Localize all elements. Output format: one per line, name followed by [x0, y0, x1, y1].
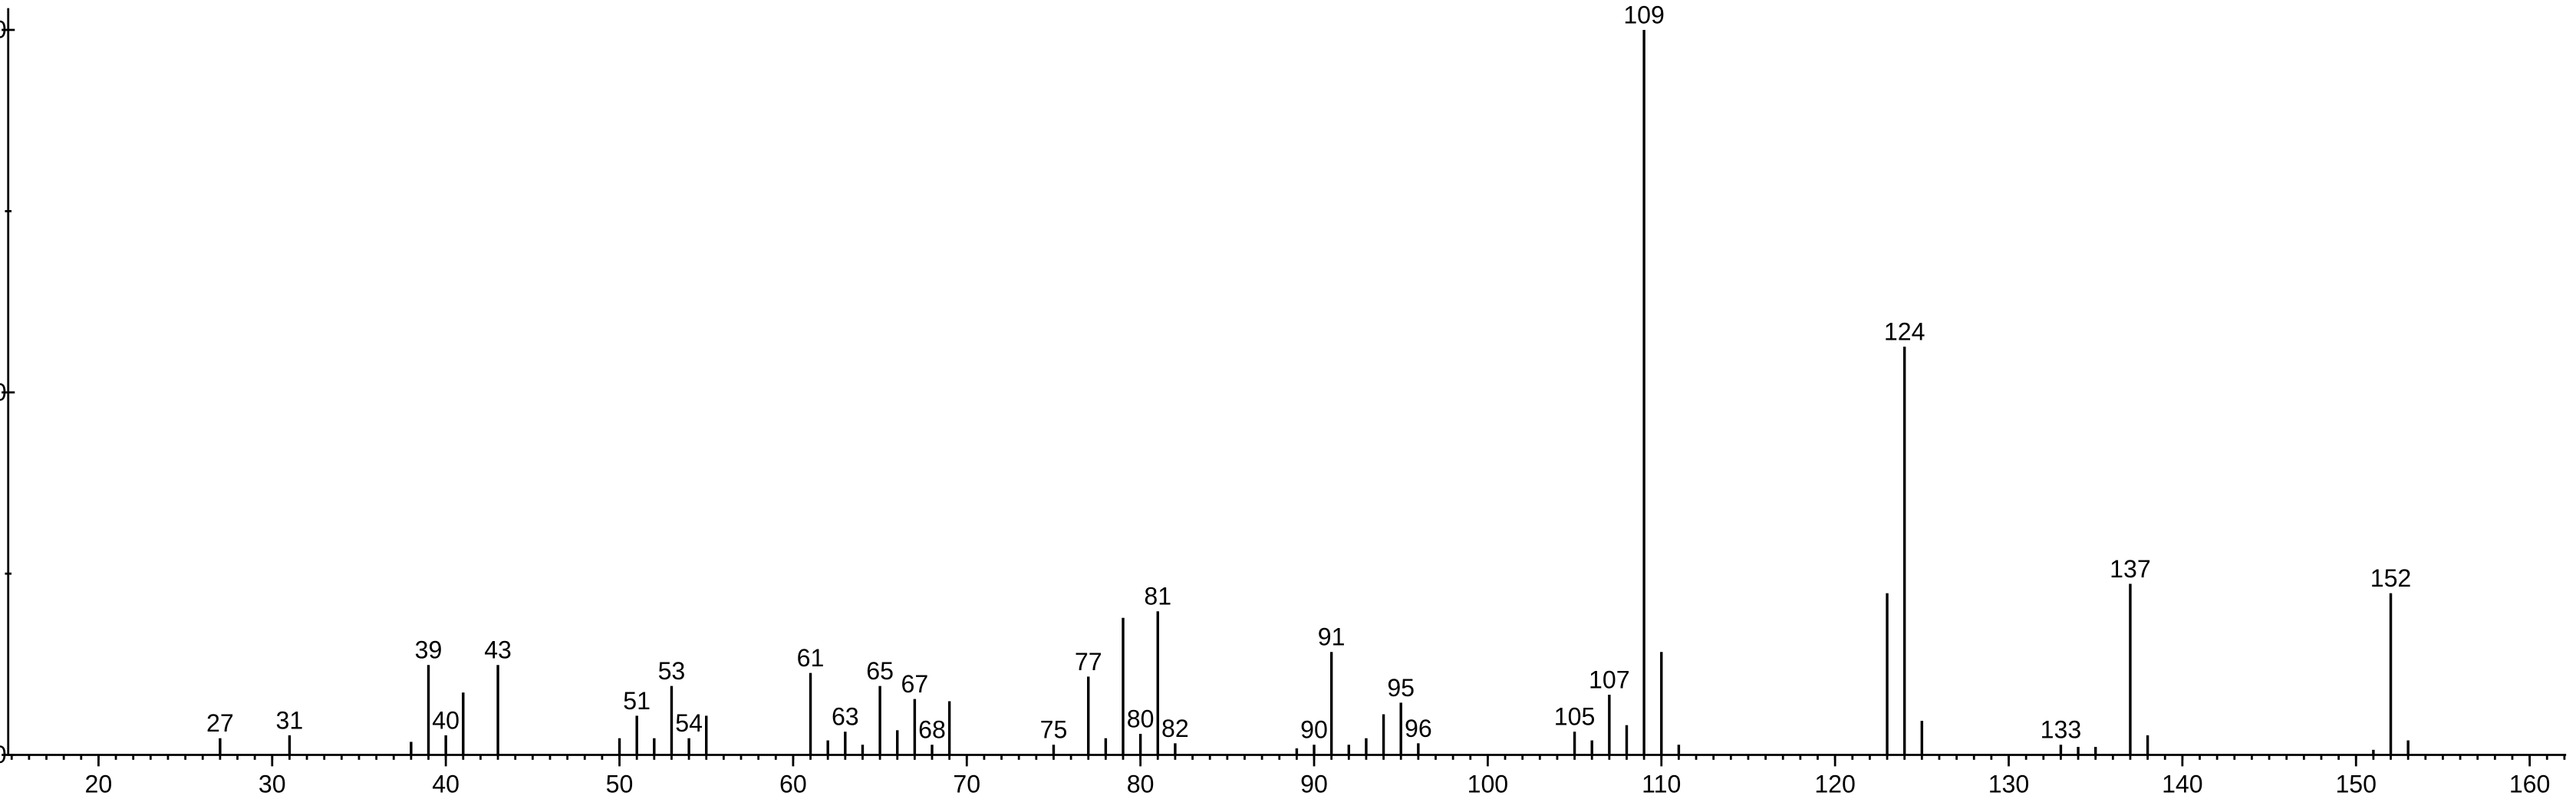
peak-label: 109 [1623, 2, 1665, 29]
peak-label: 80 [1127, 705, 1155, 733]
x-tick-label: 40 [432, 771, 460, 798]
peak-label: 27 [206, 709, 234, 737]
x-tick-label: 130 [1988, 771, 2030, 798]
peak-label: 68 [918, 716, 946, 744]
peak-label: 43 [484, 636, 512, 664]
peak-label: 105 [1554, 703, 1596, 731]
x-tick-label: 100 [1468, 771, 1509, 798]
peak-label: 81 [1144, 583, 1171, 610]
x-tick-label: 70 [953, 771, 980, 798]
peak-label: 65 [866, 657, 894, 685]
peak-label: 91 [1318, 623, 1346, 651]
peak-label: 137 [2110, 555, 2151, 583]
peak-label: 67 [901, 670, 928, 698]
y-tick-label: 50 [0, 378, 7, 406]
x-tick-label: 150 [2335, 771, 2377, 798]
peak-label: 54 [675, 709, 703, 737]
peak-label: 95 [1387, 674, 1415, 702]
x-tick-label: 60 [779, 771, 807, 798]
peak-label: 107 [1589, 666, 1630, 694]
x-tick-label: 90 [1300, 771, 1328, 798]
peak-label: 90 [1300, 716, 1328, 744]
peak-label: 39 [415, 636, 443, 664]
peak-label: 31 [276, 706, 304, 734]
peak-label: 75 [1040, 716, 1068, 744]
x-tick-label: 160 [2509, 771, 2551, 798]
x-tick-label: 30 [259, 771, 286, 798]
peak-label: 53 [658, 657, 686, 685]
x-tick-label: 120 [1814, 771, 1856, 798]
x-tick-label: 20 [85, 771, 113, 798]
x-tick-label: 140 [2162, 771, 2203, 798]
peak-label: 133 [2041, 716, 2082, 744]
peak-label: 82 [1161, 715, 1189, 742]
peak-label: 124 [1884, 318, 1925, 346]
y-tick-label: 0 [0, 741, 7, 768]
peak-label: 152 [2370, 564, 2412, 592]
peak-label: 51 [623, 687, 651, 715]
y-tick-label: 100 [0, 16, 7, 44]
peak-label: 61 [797, 644, 825, 672]
peak-label: 96 [1405, 715, 1432, 742]
peak-label: 63 [832, 703, 859, 731]
x-tick-label: 110 [1642, 771, 1681, 798]
x-tick-label: 50 [606, 771, 634, 798]
peak-label: 77 [1075, 648, 1102, 676]
peak-label: 40 [432, 706, 460, 734]
x-tick-label: 80 [1127, 771, 1155, 798]
